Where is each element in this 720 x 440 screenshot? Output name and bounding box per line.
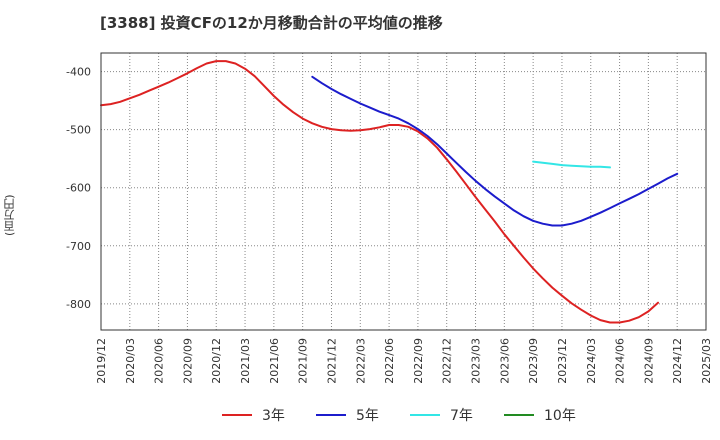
series-layer xyxy=(100,60,679,324)
x-tick-label: 2021/03 xyxy=(239,338,252,384)
x-tick-label: 2020/09 xyxy=(181,338,194,384)
legend-item: 7年 xyxy=(410,404,473,426)
y-tick-label: -500 xyxy=(66,124,91,137)
series-line-1 xyxy=(311,75,679,227)
x-tick-labels: 2019/12 2020/03 2020/06 2020/09 2020/12 2021/… xyxy=(95,338,713,384)
y-tick-label: -600 xyxy=(66,182,91,195)
legend-label: 7年 xyxy=(450,408,473,424)
legend-label: 10年 xyxy=(544,408,576,424)
x-tick-label: 2023/06 xyxy=(498,338,511,384)
legend-item: 3年 xyxy=(222,404,285,426)
x-tick-label: 2024/09 xyxy=(642,338,655,384)
x-tick-label: 2024/06 xyxy=(614,338,627,384)
x-tick-label: 2025/03 xyxy=(700,338,713,384)
x-tick-label: 2020/03 xyxy=(124,338,137,384)
legend-swatch xyxy=(410,414,440,416)
x-tick-label: 2022/06 xyxy=(383,338,396,384)
x-tick-label: 2020/06 xyxy=(153,338,166,384)
legend-label: 3年 xyxy=(262,408,285,424)
x-tick-label: 2022/12 xyxy=(441,338,454,384)
chart-title: [3388] 投資CFの12か月移動合計の平均値の推移 xyxy=(100,14,443,32)
x-tick-label: 2023/03 xyxy=(470,338,483,384)
plot-area-background xyxy=(101,53,706,330)
y-tick-label: -800 xyxy=(66,298,91,311)
legend-item: 5年 xyxy=(316,404,379,426)
legend-item: 10年 xyxy=(504,404,576,426)
legend-swatch xyxy=(222,414,252,416)
x-tick-label: 2019/12 xyxy=(95,338,108,384)
y-tick-labels: -400 -500 -600 -700 -800 xyxy=(66,66,91,311)
x-tick-label: 2024/12 xyxy=(671,338,684,384)
legend-swatch xyxy=(316,414,346,416)
grid-lines xyxy=(101,53,706,330)
x-tick-label: 2022/09 xyxy=(412,338,425,384)
x-tick-label: 2024/03 xyxy=(585,338,598,384)
x-tick-label: 2023/09 xyxy=(527,338,540,384)
y-tick-label: -400 xyxy=(66,66,91,79)
x-tick-label: 2023/12 xyxy=(556,338,569,384)
plot-area-frame xyxy=(100,52,707,331)
x-tick-label: 2022/03 xyxy=(354,338,367,384)
x-tick-label: 2021/09 xyxy=(297,338,310,384)
series-line-2 xyxy=(532,160,611,169)
legend-label: 5年 xyxy=(356,408,379,424)
x-tick-label: 2021/06 xyxy=(268,338,281,384)
legend-swatch xyxy=(504,414,534,416)
x-tick-label: 2021/12 xyxy=(325,338,338,384)
y-tick-label: -700 xyxy=(66,240,91,253)
x-tick-label: 2020/12 xyxy=(210,338,223,384)
legend: 3年 5年 7年 10年 xyxy=(0,404,720,426)
series-line-0 xyxy=(100,60,659,324)
